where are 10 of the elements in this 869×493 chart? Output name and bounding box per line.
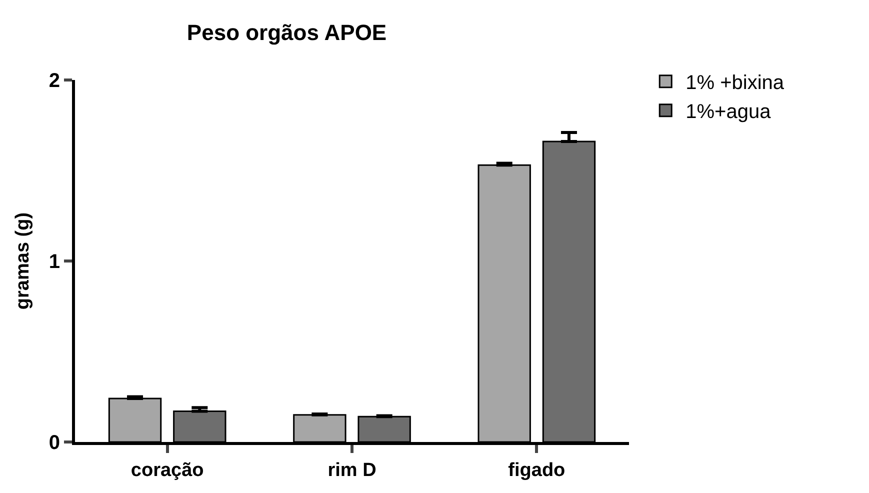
legend-label: 1%+agua xyxy=(686,101,772,124)
chart-title: Peso orgãos APOE xyxy=(186,20,387,46)
x-tick-label: coração xyxy=(130,460,204,481)
y-tick-label: 0 xyxy=(48,432,60,454)
y-tick-label: 2 xyxy=(48,70,60,92)
legend-label: 1% +bixina xyxy=(686,72,785,94)
y-tick-label: 1 xyxy=(48,251,60,273)
x-tick-label: figado xyxy=(508,460,566,481)
y-axis-title: gramas (g) xyxy=(12,212,34,310)
x-tick-label: rim D xyxy=(328,460,376,481)
